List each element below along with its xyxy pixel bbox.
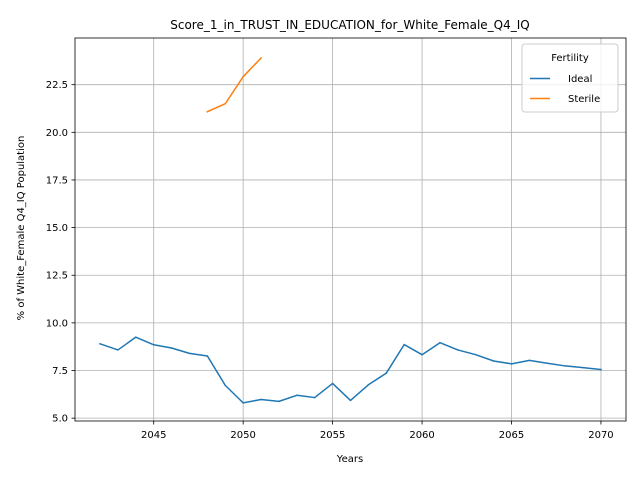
series-line-sterile <box>206 56 263 113</box>
y-tick-label: 7.5 <box>52 366 68 377</box>
chart-title: Score_1_in_TRUST_IN_EDUCATION_for_White_… <box>170 18 530 32</box>
data-point-ideal <box>349 399 352 402</box>
x-tick-label: 2070 <box>588 430 613 441</box>
data-point-ideal <box>492 360 495 362</box>
data-point-ideal <box>564 365 566 367</box>
data-point-sterile <box>260 57 262 59</box>
data-point-ideal <box>170 347 173 349</box>
x-axis-label: Years <box>336 454 363 465</box>
data-point-ideal <box>188 352 191 355</box>
y-tick-label: 5.0 <box>52 414 68 425</box>
data-point-ideal <box>528 359 531 362</box>
data-point-ideal <box>474 353 477 356</box>
x-tick-label: 2050 <box>230 430 255 441</box>
y-tick-label: 17.5 <box>46 175 68 186</box>
legend-title: Fertility <box>551 53 589 64</box>
data-point-ideal <box>242 402 244 404</box>
x-tick-label: 2055 <box>320 430 345 441</box>
x-tick-label: 2045 <box>141 430 166 441</box>
data-point-ideal <box>152 344 155 346</box>
y-tick-label: 22.5 <box>46 80 68 91</box>
legend-label-sterile: Sterile <box>568 94 600 105</box>
data-point-ideal <box>260 398 262 401</box>
data-point-ideal <box>135 336 137 338</box>
data-point-ideal <box>403 343 405 346</box>
data-point-ideal <box>224 384 227 387</box>
x-tick-label: 2060 <box>409 430 434 441</box>
plot-frame <box>74 37 627 422</box>
data-point-sterile <box>206 110 209 113</box>
data-point-ideal <box>117 349 119 351</box>
data-point-ideal <box>457 349 459 351</box>
y-tick-label: 10.0 <box>46 318 68 329</box>
data-point-sterile <box>224 102 227 105</box>
x-axis-ticks: 2045 2050 2055 2060 2065 2070 <box>141 421 614 441</box>
x-tick-label: 2065 <box>499 430 524 441</box>
legend: Fertility Ideal Sterile <box>521 43 619 113</box>
data-point-ideal <box>439 341 441 344</box>
data-point-ideal <box>367 384 370 386</box>
legend-label-ideal: Ideal <box>568 74 592 85</box>
data-point-ideal <box>331 382 334 385</box>
data-point-ideal <box>510 363 513 365</box>
series-lines <box>99 56 602 404</box>
data-point-ideal <box>313 396 316 399</box>
y-axis-label: % of White_Female Q4_IQ Population <box>16 136 27 321</box>
data-point-ideal <box>385 372 388 374</box>
y-tick-label: 15.0 <box>46 223 68 234</box>
legend-box <box>521 43 619 113</box>
data-point-ideal <box>296 394 298 397</box>
data-point-ideal <box>582 366 584 369</box>
y-axis-ticks: 5.0 7.5 10.0 12.5 15.0 17.5 20.0 22.5 <box>46 80 75 425</box>
y-tick-label: 20.0 <box>46 128 68 139</box>
data-point-sterile <box>242 75 244 78</box>
data-point-ideal <box>421 353 423 356</box>
y-tick-label: 12.5 <box>46 271 68 282</box>
data-point-ideal <box>206 355 209 357</box>
grid <box>75 38 626 421</box>
data-point-ideal <box>278 400 280 403</box>
data-point-ideal <box>546 362 549 365</box>
data-point-ideal <box>99 343 101 345</box>
data-point-ideal <box>600 368 602 371</box>
